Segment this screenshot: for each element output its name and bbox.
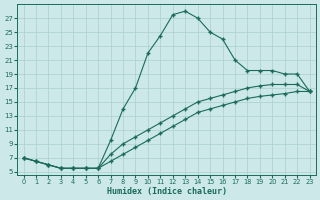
X-axis label: Humidex (Indice chaleur): Humidex (Indice chaleur)	[107, 187, 227, 196]
